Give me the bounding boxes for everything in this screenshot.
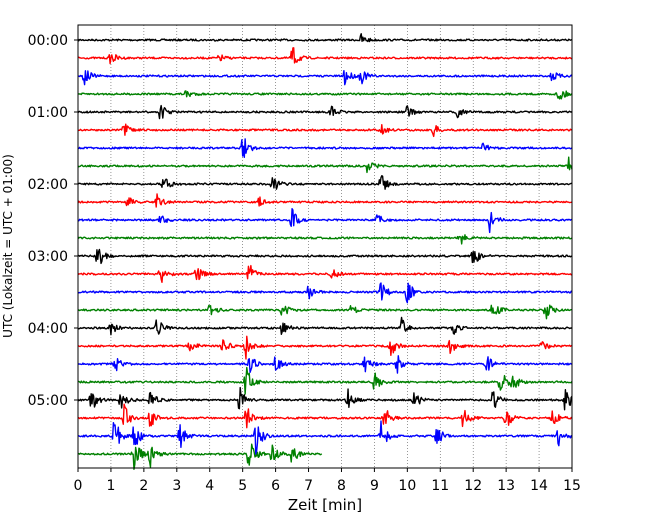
seismic-trace xyxy=(77,335,573,360)
seismic-trace xyxy=(77,47,573,65)
y-tick-label: 03:00 xyxy=(28,249,68,265)
x-tick-label: 6 xyxy=(271,478,280,494)
seismic-trace xyxy=(77,156,573,174)
x-tick-label: 4 xyxy=(205,478,214,494)
seismic-trace xyxy=(77,304,573,320)
seismic-trace xyxy=(77,104,573,120)
y-axis-title: UTC (Lokalzeit = UTC + 01:00) xyxy=(1,154,15,338)
x-tick-label: 8 xyxy=(337,478,346,494)
y-tick-label: 04:00 xyxy=(28,321,68,337)
seismic-trace xyxy=(77,355,573,374)
grid-layer xyxy=(110,25,540,468)
seismic-trace xyxy=(77,264,573,284)
x-tick-label: 7 xyxy=(304,478,313,494)
x-tick-label: 11 xyxy=(431,478,449,494)
x-tick-label: 12 xyxy=(464,478,482,494)
plot-frame xyxy=(77,24,573,469)
x-axis: 0 1 2 3 4 5 6 7 8 9 10 11 12 13 14 15 xyxy=(74,468,581,494)
seismic-trace xyxy=(77,33,573,43)
x-tick-label: 1 xyxy=(106,478,115,494)
x-tick-label: 9 xyxy=(370,478,379,494)
seismic-trace xyxy=(77,193,573,208)
seismic-trace xyxy=(77,366,573,395)
seismic-trace xyxy=(77,282,573,304)
seismic-trace xyxy=(77,90,573,100)
x-tick-label: 10 xyxy=(398,478,416,494)
y-tick-label: 05:00 xyxy=(28,393,68,409)
x-tick-label: 14 xyxy=(530,478,548,494)
seismic-trace xyxy=(77,175,573,190)
x-tick-label: 13 xyxy=(497,478,515,494)
seismic-trace xyxy=(77,248,573,265)
y-tick-label: 01:00 xyxy=(28,105,68,121)
y-axis: 00:00 01:00 02:00 03:00 04:00 05:00 xyxy=(28,33,78,409)
x-tick-label: 3 xyxy=(172,478,181,494)
seismic-trace xyxy=(77,386,573,411)
x-tick-label: 15 xyxy=(563,478,581,494)
x-tick-label: 2 xyxy=(139,478,148,494)
seismic-trace xyxy=(77,208,573,234)
seismic-trace xyxy=(77,69,573,86)
trace-layer xyxy=(77,33,573,470)
seismic-trace xyxy=(77,123,573,138)
seismic-trace xyxy=(77,316,573,336)
seismic-trace xyxy=(77,443,323,470)
x-axis-title: Zeit [min] xyxy=(288,496,362,514)
seismic-trace xyxy=(77,420,573,457)
seismic-trace xyxy=(77,138,573,159)
x-tick-label: 0 xyxy=(74,478,83,494)
y-tick-label: 00:00 xyxy=(28,33,68,49)
y-tick-label: 02:00 xyxy=(28,177,68,193)
seismic-trace xyxy=(77,234,573,245)
seismic-trace xyxy=(77,403,573,429)
x-tick-label: 5 xyxy=(238,478,247,494)
